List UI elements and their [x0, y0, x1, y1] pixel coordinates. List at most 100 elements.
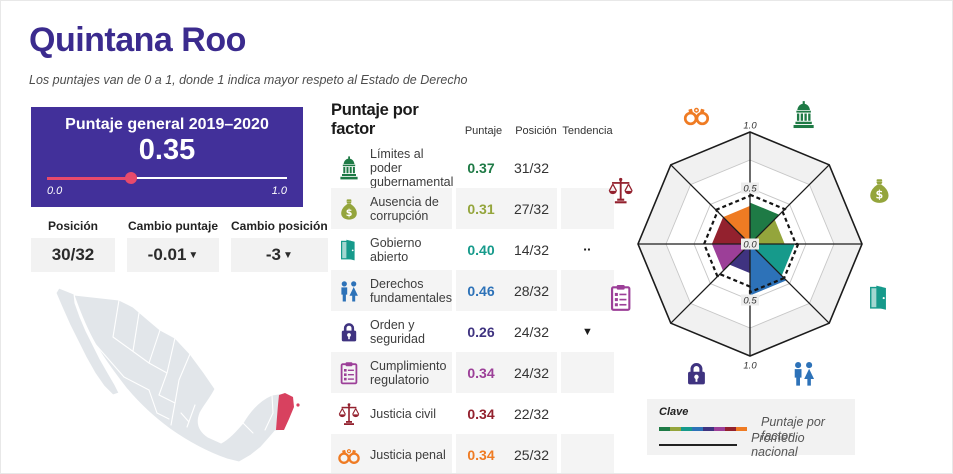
- tick-chip: [741, 238, 759, 250]
- factor-score: 0.40: [467, 241, 495, 258]
- map-state-border: [166, 337, 176, 374]
- clipboard-icon: [610, 284, 631, 311]
- handcuffs-icon: [683, 107, 710, 126]
- map-state-border: [148, 362, 168, 374]
- legend-color-segment: [703, 427, 714, 431]
- page-subtitle: Los puntajes van de 0 a 1, donde 1 indic…: [29, 73, 468, 87]
- stat-cambio-puntaje: Cambio puntaje -0.01 ▼: [127, 219, 219, 272]
- map-state-border: [112, 299, 120, 338]
- radar-outer-border: [637, 131, 863, 357]
- column-header-score: Puntaje: [464, 125, 503, 137]
- radar-chart: 1.0 0.5 0.0 0.5 1.0 $: [599, 94, 949, 405]
- legend-color-segment: [725, 427, 736, 431]
- map-region-quintana-roo[interactable]: [276, 393, 294, 430]
- map-state-border: [156, 412, 170, 420]
- slider-handle[interactable]: [125, 171, 137, 184]
- factor-row: Justicia penal 0.34 25/32: [331, 434, 614, 473]
- factor-label: Justicia civil: [370, 406, 436, 421]
- stat-label: Cambio puntaje: [127, 219, 218, 233]
- trend-down-icon: ▼: [188, 249, 199, 261]
- map-state-border: [186, 404, 196, 428]
- radar-tick-label: 0.0: [743, 240, 757, 251]
- factor-row: Derechos fundamentales 0.46 28/32: [331, 270, 614, 311]
- factors-table: Puntaje por factor Puntaje Posición Tend…: [331, 101, 614, 473]
- radar-factor-wedge[interactable]: [750, 219, 785, 244]
- factor-rank: 24/32: [513, 364, 550, 381]
- legend-color-segment: [714, 427, 725, 431]
- factor-label: Ausencia de corrupción: [370, 194, 439, 223]
- legend-color-segment: [736, 427, 747, 431]
- people-icon: [341, 280, 358, 301]
- trend-down-icon: ▼: [282, 249, 293, 261]
- lock-icon: [341, 322, 357, 341]
- factor-label: Justicia penal: [370, 447, 446, 462]
- people-icon: [794, 362, 815, 386]
- radar-factor-wedge[interactable]: [711, 217, 750, 244]
- slider-track: [47, 177, 287, 180]
- summary-stats: Posición 30/32 Cambio puntaje -0.01 ▼ Cambio …: [31, 219, 328, 272]
- map-state-border: [123, 376, 150, 391]
- handcuffs-icon: [338, 448, 360, 464]
- slider-min-label: 0.0: [47, 185, 63, 198]
- factor-label: Gobierno abierto: [370, 235, 422, 264]
- stat-label: Cambio posición: [231, 219, 328, 233]
- tick-chip: [741, 182, 759, 194]
- page-title: Quintana Roo: [29, 21, 246, 59]
- svg-text:$: $: [876, 189, 884, 202]
- factor-rank: 14/32: [513, 241, 550, 258]
- legend-color-segment: [659, 427, 670, 431]
- column-header-trend: Tendencia: [562, 125, 613, 137]
- radar-factor-wedge[interactable]: [750, 202, 780, 244]
- factor-row: Orden y seguridad 0.26 24/32 ▼: [331, 311, 614, 352]
- factor-rank: 22/32: [513, 405, 550, 422]
- radar-factor-wedge[interactable]: [750, 244, 787, 296]
- map-state-border: [148, 389, 158, 414]
- radar-factor-wedge[interactable]: [723, 205, 750, 244]
- overall-score-value: 0.35: [138, 134, 196, 166]
- map-state-border: [170, 402, 176, 426]
- factor-rank: 24/32: [513, 323, 550, 340]
- map-state-border: [180, 412, 190, 423]
- legend-color-segment: [670, 427, 681, 431]
- factor-label: Cumplimiento regulatorio: [370, 358, 447, 387]
- factor-rank: 31/32: [513, 159, 550, 176]
- radar-tick-label: 0.5: [743, 296, 757, 307]
- map-state-border: [207, 422, 214, 438]
- map-state-border: [174, 379, 180, 404]
- chart-legend: Clave Puntaje por factor Promedio nacion…: [647, 399, 855, 459]
- stat-value: 30/32: [31, 238, 115, 272]
- score-slider[interactable]: [47, 171, 287, 184]
- overall-score-card: Puntaje general 2019–2020 0.35 0.0 1.0: [31, 107, 303, 207]
- map-state-border: [158, 372, 168, 396]
- scales-icon: [338, 402, 360, 425]
- lock-icon: [688, 362, 705, 385]
- map-state-border: [264, 394, 274, 431]
- radar-tick-label: 1.0: [743, 121, 757, 132]
- radar-factor-wedge[interactable]: [729, 244, 750, 274]
- stat-posici-n: Posición 30/32: [31, 219, 115, 272]
- score-card-title: Puntaje general 2019–2020: [65, 116, 269, 133]
- radar-factor-wedge[interactable]: [711, 244, 750, 271]
- legend-color-segment: [692, 427, 703, 431]
- map-state-border: [148, 329, 161, 364]
- door-icon: [340, 239, 355, 260]
- factor-score: 0.34: [467, 405, 495, 422]
- factor-score: 0.46: [467, 282, 495, 299]
- factor-score: 0.34: [467, 446, 495, 463]
- radar-factor-wedge[interactable]: [750, 244, 795, 276]
- factor-score: 0.37: [467, 159, 495, 176]
- slider-max-label: 1.0: [271, 185, 287, 198]
- legend-color-segment: [681, 427, 692, 431]
- stat-value: -3 ▼: [231, 238, 328, 272]
- scales-icon: [608, 177, 633, 204]
- map-state-border: [242, 422, 254, 434]
- stat-label: Posición: [47, 219, 98, 233]
- svg-text:$: $: [346, 208, 353, 219]
- map-state-border: [158, 394, 176, 404]
- factor-row: $ Ausencia de corrupción 0.31 27/32: [331, 188, 614, 229]
- map-state-border: [95, 344, 125, 378]
- legend-national-line: [659, 443, 738, 447]
- factor-label: Límites al poder gubernamental: [370, 146, 454, 189]
- stat-value: -0.01 ▼: [127, 238, 219, 272]
- mexico-map: [29, 285, 323, 473]
